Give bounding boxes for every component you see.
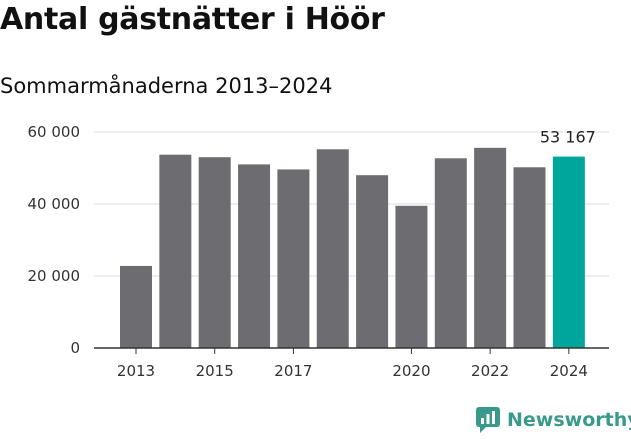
x-tick-label: 2015	[196, 362, 234, 380]
x-tick-label: 2022	[471, 362, 509, 380]
bar-value-label: 53 167	[540, 128, 596, 147]
bar	[434, 158, 467, 348]
y-tick-label: 0	[70, 339, 80, 357]
x-tick-label: 2013	[117, 362, 155, 380]
x-tick-label: 2017	[274, 362, 312, 380]
y-tick-label: 40 000	[28, 195, 81, 213]
bar	[159, 154, 192, 348]
bar	[395, 205, 428, 348]
bar	[316, 149, 349, 348]
y-tick-label: 60 000	[28, 123, 81, 141]
chart-title: Antal gästnätter i Höör	[0, 2, 385, 37]
bar	[474, 147, 507, 348]
bar	[356, 175, 389, 348]
bar	[198, 157, 231, 348]
bar	[238, 164, 271, 348]
chart-subtitle: Sommarmånaderna 2013–2024	[0, 74, 333, 98]
newsworthy-logo-text: Newsworthy	[507, 409, 631, 431]
newsworthy-logo: Newsworthy	[476, 407, 631, 433]
bar	[513, 167, 546, 348]
y-tick-label: 20 000	[28, 267, 81, 285]
x-tick-label: 2020	[392, 362, 430, 380]
bar	[552, 156, 585, 348]
newsworthy-logo-icon	[476, 407, 500, 433]
bar	[277, 169, 310, 348]
bar-chart: 0 20 000 40 000 60 000 53 167 2013 2015 2017 202…	[28, 123, 609, 380]
x-tick-label: 2024	[550, 362, 588, 380]
bar	[120, 265, 152, 348]
